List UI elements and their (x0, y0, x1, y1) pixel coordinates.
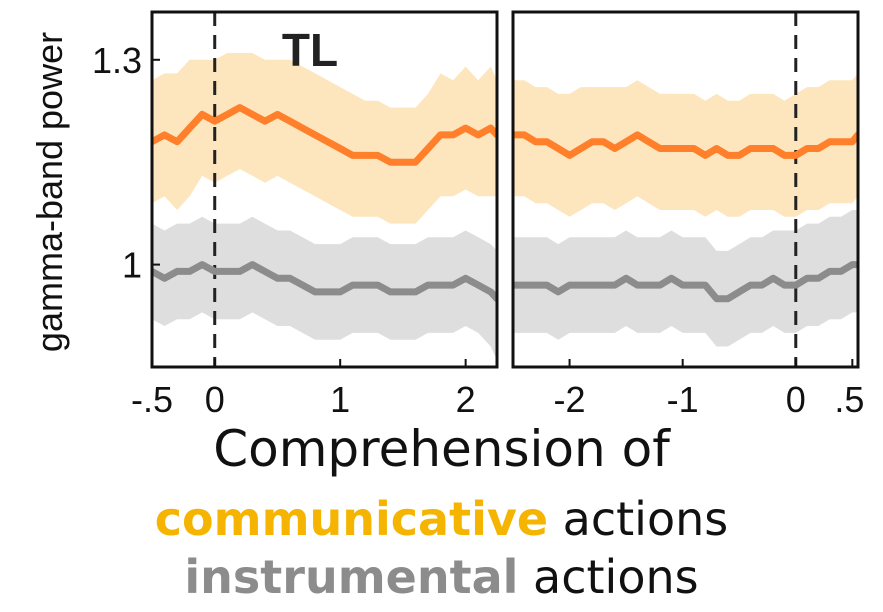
caption-instrumental: instrumental (184, 550, 519, 604)
panel-frame (511, 10, 860, 369)
caption-actions-2: actions (518, 550, 699, 604)
x-tick-label: 0 (205, 379, 225, 420)
y-tick-label: 1.3 (92, 40, 142, 81)
y-axis-label: gamma-band power (29, 32, 70, 352)
caption-communicative: communicative (154, 492, 549, 546)
caption-line-1: Comprehension of (0, 420, 883, 478)
x-tick-label: -1 (667, 379, 699, 420)
x-tick-label: -.5 (131, 379, 173, 420)
panel-frame (150, 10, 499, 369)
panel-1: -.5 0 1 2 1 1.3 TL (92, 10, 499, 420)
gamma-band-power-chart: gamma-band power -.5 0 1 2 1 1.3 TL -2 -1 0 .5 (29, 10, 864, 420)
panel-2: -2 -1 0 .5 (511, 10, 864, 420)
x-tick-label: 0 (786, 379, 806, 420)
caption-actions-1: actions (548, 492, 729, 546)
x-tick-label: 1 (330, 379, 350, 420)
caption-line-3: instrumental actions (0, 550, 883, 604)
x-tick-label: 2 (456, 379, 476, 420)
caption-text-comprehension: Comprehension of (213, 420, 670, 478)
instrumental-error-band (513, 210, 858, 347)
caption-line-2: communicative actions (0, 492, 883, 546)
instrumental-series-line (513, 261, 858, 303)
x-tick-label: .5 (834, 379, 864, 420)
panel-title: TL (282, 24, 338, 76)
communicative-series-line (152, 104, 497, 166)
communicative-series-line (513, 131, 858, 159)
instrumental-series-line (152, 261, 497, 303)
x-tick-label: -2 (554, 379, 586, 420)
y-tick-label: 1 (122, 245, 142, 286)
